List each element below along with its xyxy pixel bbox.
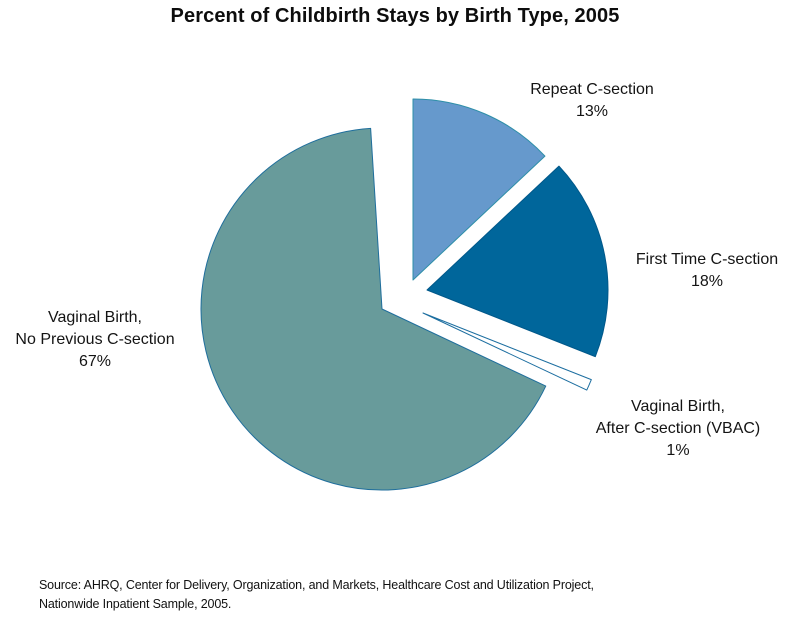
pie-slice-2	[422, 312, 592, 391]
slice-label-vaginal-no-previous: Vaginal Birth, No Previous C-section 67%	[15, 307, 174, 373]
source-note-line: Source: AHRQ, Center for Delivery, Organ…	[39, 578, 594, 592]
slice-label-first-time-c-section: First Time C-section 18%	[636, 249, 778, 293]
source-note: Source: AHRQ, Center for Delivery, Organ…	[39, 576, 594, 614]
slice-label-line: First Time C-section	[635, 251, 779, 268]
source-note-line: Nationwide Inpatient Sample, 2005.	[39, 597, 232, 611]
slice-label-line: Repeat C-section	[530, 81, 654, 98]
slice-label-vbac: Vaginal Birth, After C-section (VBAC) 1%	[596, 396, 760, 462]
slice-label-percent: 13%	[575, 103, 609, 120]
pie-slice-0	[412, 98, 546, 281]
pie-slice-1	[426, 165, 609, 358]
slice-label-line: No Previous C-section	[15, 331, 175, 348]
slice-label-line: Vaginal Birth,	[48, 309, 142, 326]
slice-label-line: Vaginal Birth,	[631, 398, 725, 415]
chart-title: Percent of Childbirth Stays by Birth Typ…	[170, 5, 620, 27]
pie-slice-3	[200, 127, 547, 491]
slice-label-repeat-c-section: Repeat C-section 13%	[530, 79, 654, 123]
slice-label-line: After C-section (VBAC)	[595, 420, 761, 437]
slice-label-percent: 67%	[78, 353, 112, 370]
slice-label-percent: 18%	[690, 273, 724, 290]
slice-label-percent: 1%	[666, 442, 690, 459]
